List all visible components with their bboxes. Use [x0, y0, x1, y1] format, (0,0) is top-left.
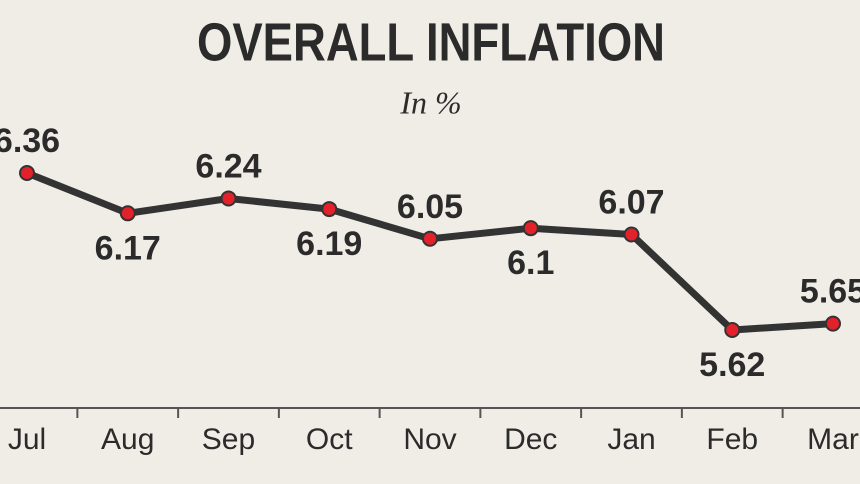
data-label: 6.07	[598, 184, 664, 222]
chart-subtitle: In %	[399, 84, 461, 120]
data-point	[825, 315, 841, 332]
x-tick-label: Oct	[306, 423, 353, 456]
data-point	[19, 165, 35, 181]
data-label: 5.62	[699, 346, 765, 384]
data-point	[724, 322, 741, 338]
data-label: 6.36	[0, 122, 60, 160]
x-tick-label: Mar	[807, 423, 859, 456]
data-label: 6.1	[507, 244, 554, 282]
data-point	[321, 201, 338, 218]
data-label: 6.05	[397, 188, 463, 226]
data-label: 5.65	[800, 273, 860, 311]
x-tick-label: Sep	[202, 423, 255, 456]
data-point	[522, 220, 539, 237]
data-label: 6.24	[195, 147, 261, 185]
x-tick-label: Aug	[101, 423, 154, 456]
x-tick-label: Dec	[504, 423, 557, 456]
x-tick-label: Jul	[8, 423, 46, 456]
x-tick-label: Feb	[706, 423, 758, 456]
data-point	[220, 190, 237, 207]
x-tick-label: Jan	[607, 423, 655, 456]
data-point	[623, 226, 640, 243]
x-tick-label: Nov	[403, 423, 456, 456]
data-label: 6.19	[296, 225, 362, 263]
data-point	[422, 230, 438, 247]
chart-title: OVERALL INFLATION	[197, 12, 665, 72]
data-point	[119, 205, 136, 222]
data-label: 6.17	[95, 229, 161, 267]
